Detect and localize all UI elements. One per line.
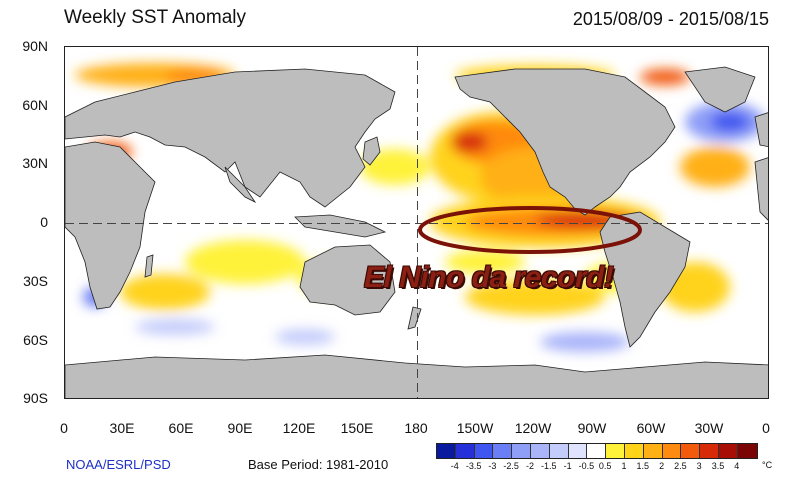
- colorbar-tick-label: 2: [659, 461, 665, 471]
- australia: [299, 244, 396, 316]
- antarctica: [65, 354, 768, 398]
- date-range: 2015/08/09 - 2015/08/15: [572, 9, 769, 29]
- colorbar-swatch: [587, 444, 607, 458]
- colorbar-tick-label: -4: [450, 461, 459, 471]
- colorbar-swatch: [700, 444, 719, 458]
- india-region: [224, 166, 257, 204]
- lat-label-60s: 60S: [23, 332, 48, 348]
- colorbar-swatch: [493, 444, 513, 458]
- colorbar-swatch: [643, 444, 663, 458]
- lon-label-60w: 60W: [636, 420, 666, 436]
- colorbar-swatch: [530, 444, 550, 458]
- lon-label-180: 180: [404, 420, 428, 436]
- colorbar-tick-label: 1.5: [636, 461, 650, 471]
- colorbar-tick-label: 4: [734, 461, 740, 471]
- lon-label-120e: 120E: [282, 420, 316, 436]
- colorbar-tick-label: 1: [621, 461, 627, 471]
- north-america: [454, 68, 676, 216]
- colorbar-swatch: [718, 444, 738, 458]
- colorbar-swatch: [437, 444, 456, 458]
- colorbar-swatch: [606, 444, 625, 458]
- colorbar-swatch: [455, 444, 475, 458]
- japan: [362, 136, 381, 166]
- lon-label-150e: 150E: [340, 420, 374, 436]
- lat-label-90s: 90S: [23, 390, 48, 406]
- lon-label-60e: 60E: [168, 420, 194, 436]
- eurasia: [65, 68, 396, 208]
- colorbar-swatch: [549, 444, 569, 458]
- lat-label-90n: 90N: [22, 38, 48, 54]
- base-period-label: Base Period: 1981-2010: [248, 457, 389, 472]
- el-nino-highlight-ring: [418, 206, 642, 254]
- colorbar-tick-label: 3.5: [711, 461, 725, 471]
- credit-label: NOAA/ESRL/PSD: [66, 457, 171, 472]
- colorbar-tick-label: 0.5: [598, 461, 612, 471]
- colorbar-tick-label: -0.5: [578, 461, 595, 471]
- colorbar-tick-label: -2: [525, 461, 535, 471]
- lon-label-0: 0: [60, 420, 68, 436]
- colorbar-swatch: [512, 444, 531, 458]
- colorbar-tick-label: -3: [488, 461, 497, 471]
- greenland: [684, 66, 756, 113]
- africa: [65, 141, 156, 310]
- colorbar-tick-label: -1: [563, 461, 572, 471]
- lat-label-30s: 30S: [23, 273, 48, 289]
- south-america: [599, 211, 691, 348]
- lon-label-30e: 30E: [109, 420, 135, 436]
- lon-label-120w: 120W: [514, 420, 552, 436]
- colorbar-tick-label: 2.5: [674, 461, 687, 471]
- lat-label-equator: 0: [40, 214, 48, 230]
- se-asia-islands: [294, 214, 387, 238]
- lon-label-0-east: 0: [762, 420, 770, 436]
- lon-label-90e: 90E: [227, 420, 253, 436]
- colorbar-swatch: [662, 444, 682, 458]
- colorbar-swatch: [624, 444, 644, 458]
- colorbar-swatch: [681, 444, 701, 458]
- lat-label-30n: 30N: [22, 155, 48, 171]
- lon-label-30w: 30W: [694, 420, 724, 436]
- sst-anomaly-map: [64, 46, 769, 399]
- colorbar-tick-label: -1.5: [541, 461, 557, 471]
- madagascar: [144, 254, 154, 278]
- colorbar-tick-label: 3: [696, 461, 702, 471]
- colorbar-tick-label: -2.5: [503, 461, 519, 471]
- colorbar-unit: °C: [762, 460, 773, 470]
- new-zealand: [407, 306, 422, 330]
- colorbar-swatch: [568, 444, 588, 458]
- lat-label-60n: 60N: [22, 97, 48, 113]
- el-nino-annotation: El Nino da record!: [364, 261, 614, 294]
- europe-west: [754, 112, 768, 148]
- lon-label-150w: 150W: [456, 420, 494, 436]
- land-masses: [65, 66, 768, 398]
- lon-label-90w: 90W: [577, 420, 607, 436]
- map-title: Weekly SST Anomaly: [64, 7, 246, 28]
- colorbar-tick-label: -3.5: [465, 461, 482, 471]
- africa-west-edge: [754, 157, 768, 221]
- colorbar-swatch: [737, 444, 757, 458]
- world-map-svg: [65, 47, 768, 398]
- colorbar: [436, 443, 758, 459]
- colorbar-swatch: [474, 444, 494, 458]
